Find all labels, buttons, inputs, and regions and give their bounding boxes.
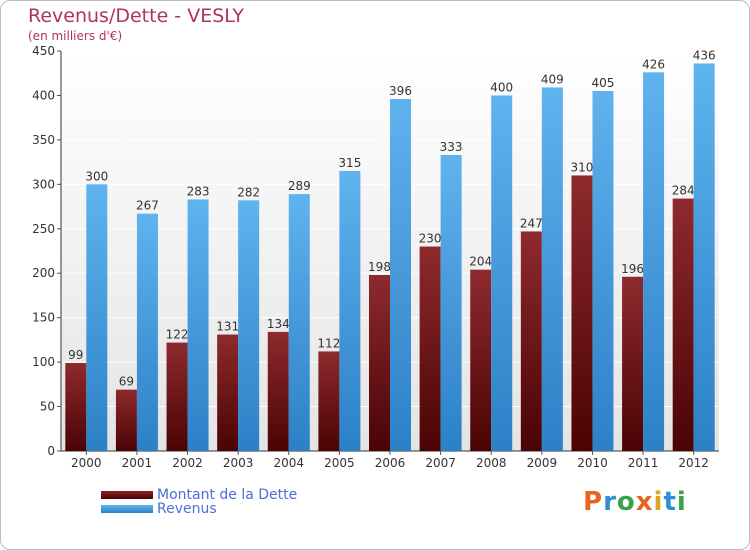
legend-label-revenus: Revenus xyxy=(157,501,217,517)
bar-revenus xyxy=(390,99,411,451)
bar-revenus xyxy=(693,63,715,451)
bar-dette xyxy=(369,275,390,451)
data-label-dette: 99 xyxy=(68,348,83,362)
logo-letter: r xyxy=(603,487,617,517)
bar-revenus xyxy=(643,72,665,451)
x-tick-label: 2006 xyxy=(375,456,406,470)
y-tick-label: 350 xyxy=(32,133,55,147)
data-label-dette: 112 xyxy=(317,336,340,350)
data-label-revenus: 289 xyxy=(288,179,311,193)
logo-letter: P xyxy=(583,487,604,517)
x-tick-label: 2012 xyxy=(678,456,709,470)
data-label-revenus: 405 xyxy=(592,76,615,90)
y-tick-label: 200 xyxy=(32,266,55,280)
x-tick-label: 2005 xyxy=(324,456,355,470)
x-tick-label: 2011 xyxy=(628,456,659,470)
data-label-revenus: 400 xyxy=(490,80,513,94)
bar-revenus xyxy=(86,184,108,452)
y-tick-label: 150 xyxy=(32,311,55,325)
y-tick-label: 0 xyxy=(47,444,55,458)
bar-dette xyxy=(571,175,593,451)
y-tick-label: 300 xyxy=(32,177,55,191)
x-tick-label: 2002 xyxy=(172,456,203,470)
bar-revenus xyxy=(541,87,563,451)
data-label-revenus: 282 xyxy=(237,185,260,199)
x-tick-label: 2004 xyxy=(273,456,304,470)
data-label-dette: 310 xyxy=(571,160,594,174)
data-label-revenus: 396 xyxy=(389,84,412,98)
data-label-dette: 69 xyxy=(119,375,134,389)
bar-dette xyxy=(217,334,239,451)
bar-revenus xyxy=(592,91,614,451)
legend-swatch-dette xyxy=(101,491,153,499)
bar-revenus xyxy=(288,194,310,451)
data-label-revenus: 409 xyxy=(541,72,564,86)
x-tick-label: 2010 xyxy=(577,456,608,470)
bar-revenus xyxy=(440,155,462,451)
bar-revenus xyxy=(491,95,513,451)
bar-dette xyxy=(672,198,694,451)
y-tick-label: 450 xyxy=(32,44,55,58)
bar-dette xyxy=(318,351,340,451)
bar-dette xyxy=(470,269,492,451)
legend-item-dette: Montant de la Dette xyxy=(101,487,297,503)
data-label-revenus: 436 xyxy=(693,48,716,62)
y-tick-label: 250 xyxy=(32,222,55,236)
data-label-dette: 134 xyxy=(267,317,290,331)
x-tick-label: 2007 xyxy=(425,456,456,470)
data-label-dette: 131 xyxy=(216,320,239,334)
data-label-revenus: 315 xyxy=(338,156,361,170)
bar-dette xyxy=(267,331,289,451)
y-tick-label: 100 xyxy=(32,355,55,369)
bar-dette xyxy=(419,246,441,451)
bar-dette xyxy=(65,363,87,451)
data-label-dette: 198 xyxy=(368,260,391,274)
legend-label-dette: Montant de la Dette xyxy=(157,487,298,503)
y-tick-label: 50 xyxy=(40,400,55,414)
data-label-dette: 284 xyxy=(672,184,695,198)
data-label-revenus: 426 xyxy=(642,57,665,71)
x-tick-label: 2000 xyxy=(71,456,102,470)
logo-letter: x xyxy=(635,487,654,517)
data-label-revenus: 283 xyxy=(187,184,210,198)
proxiti-logo: Proxiti xyxy=(583,487,687,517)
data-label-revenus: 267 xyxy=(136,199,159,213)
data-label-dette: 247 xyxy=(520,216,543,230)
logo-letter: o xyxy=(616,487,636,517)
chart-subtitle: (en milliers d'€) xyxy=(28,29,123,43)
data-label-dette: 196 xyxy=(621,262,644,276)
x-tick-label: 2001 xyxy=(122,456,153,470)
bar-dette xyxy=(115,389,137,451)
bar-revenus xyxy=(238,200,260,451)
data-label-revenus: 333 xyxy=(440,140,463,154)
bar-dette xyxy=(622,276,644,451)
y-tick-label: 400 xyxy=(32,88,55,102)
data-label-dette: 122 xyxy=(166,328,189,342)
bar-revenus xyxy=(339,171,361,451)
logo-letter: i xyxy=(653,487,664,517)
logo-letter: i xyxy=(676,487,687,517)
data-label-dette: 204 xyxy=(469,255,492,269)
bar-dette xyxy=(520,231,542,451)
data-label-dette: 230 xyxy=(419,232,442,246)
legend-item-revenus: Revenus xyxy=(101,501,217,517)
logo-letter: t xyxy=(663,487,677,517)
bar-dette xyxy=(166,342,188,451)
bar-revenus xyxy=(136,213,158,451)
legend-swatch-revenus xyxy=(101,505,153,513)
x-tick-label: 2008 xyxy=(476,456,507,470)
data-label-revenus: 300 xyxy=(85,169,108,183)
x-tick-label: 2003 xyxy=(223,456,254,470)
x-tick-label: 2009 xyxy=(527,456,558,470)
chart-title: Revenus/Dette - VESLY xyxy=(28,5,244,27)
bar-revenus xyxy=(187,199,209,451)
